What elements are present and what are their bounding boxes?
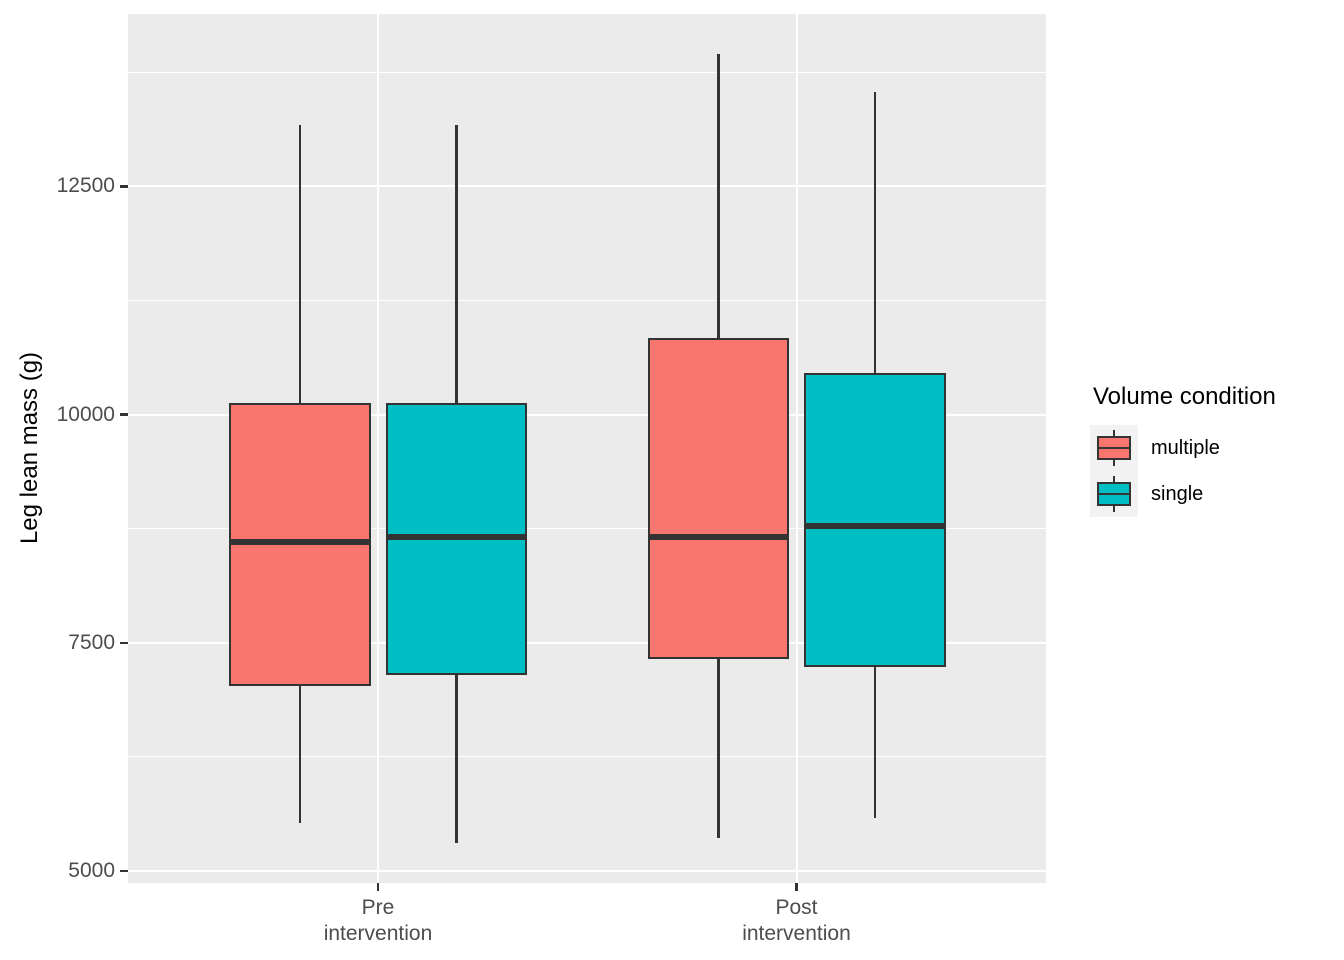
legend-boxplot-box-icon bbox=[1097, 436, 1131, 460]
y-axis-title: Leg lean mass (g) bbox=[16, 351, 43, 545]
y-tick-label: 7500 bbox=[68, 630, 115, 654]
gridline-major-horizontal bbox=[128, 413, 1046, 416]
gridline-minor-horizontal bbox=[128, 528, 1046, 530]
legend-label-multiple: multiple bbox=[1151, 436, 1220, 459]
x-tick-label-line: Pre bbox=[361, 896, 395, 919]
legend-boxplot-median-icon bbox=[1099, 492, 1129, 496]
gridline-minor-horizontal bbox=[128, 300, 1046, 302]
x-tick-label-line: Post bbox=[775, 896, 818, 919]
x-tick-mark bbox=[795, 883, 798, 891]
y-tick-mark bbox=[120, 641, 128, 645]
legend-title: Volume condition bbox=[1093, 383, 1276, 410]
gridline-major-horizontal bbox=[128, 185, 1046, 188]
y-tick-mark bbox=[120, 869, 128, 873]
x-tick-mark bbox=[376, 883, 380, 891]
legend-label-single: single bbox=[1151, 482, 1204, 505]
gridline-minor-horizontal bbox=[128, 71, 1046, 73]
legend: Volume condition multiple single bbox=[1090, 383, 1276, 517]
box-single-post bbox=[804, 372, 946, 668]
y-tick-mark bbox=[120, 413, 128, 416]
gridline-major-horizontal bbox=[128, 641, 1046, 644]
median-line-multiple-post bbox=[647, 533, 789, 540]
y-tick-label: 5000 bbox=[68, 858, 115, 882]
x-tick-label-line: intervention bbox=[742, 922, 851, 945]
x-tick-label: Pre intervention bbox=[268, 895, 488, 947]
x-tick-label: Post intervention bbox=[687, 895, 907, 947]
plot-panel bbox=[128, 14, 1046, 883]
legend-item-multiple: multiple bbox=[1090, 425, 1276, 471]
y-tick-mark bbox=[120, 185, 128, 188]
median-line-single-pre bbox=[385, 533, 527, 540]
gridline-major-horizontal bbox=[128, 869, 1046, 872]
box-multiple-post bbox=[647, 337, 789, 660]
legend-key-multiple bbox=[1090, 425, 1138, 471]
legend-key-single bbox=[1090, 471, 1138, 517]
gridline-minor-horizontal bbox=[128, 756, 1046, 758]
legend-item-single: single bbox=[1090, 471, 1276, 517]
y-tick-label: 12500 bbox=[56, 174, 115, 198]
y-tick-label: 10000 bbox=[56, 402, 115, 426]
legend-boxplot-median-icon bbox=[1099, 446, 1129, 450]
gridline-major-vertical bbox=[795, 14, 798, 883]
median-line-single-post bbox=[804, 522, 946, 529]
gridline-major-vertical bbox=[377, 14, 379, 883]
legend-boxplot-box-icon bbox=[1097, 482, 1131, 506]
median-line-multiple-pre bbox=[229, 539, 371, 546]
x-tick-label-line: intervention bbox=[323, 922, 433, 945]
